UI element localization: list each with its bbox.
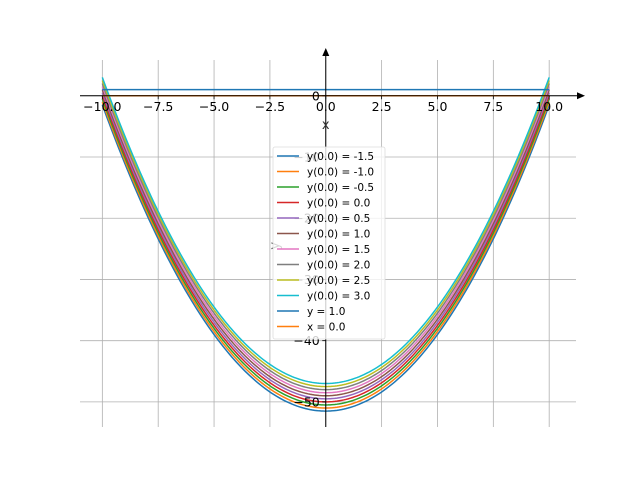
x-tick-label-3: −2.5 [255,99,285,114]
legend-label-4: y(0.0) = 0.5 [307,213,370,225]
x-tick-label-0: −10.0 [83,99,121,114]
legend-label-2: y(0.0) = -0.5 [307,182,374,194]
legend: y(0.0) = -1.5 y(0.0) = -1.0 y(0.0) = -0.5 y… [272,146,386,340]
y-tick-label-0: 0 [312,88,320,103]
x-tick-label-4: 0.0 [316,99,336,114]
x-tick-label-5: 2.5 [372,99,392,114]
legend-label-7: y(0.0) = 2.0 [307,260,370,272]
legend-label-8: y(0.0) = 2.5 [307,275,370,287]
legend-label-9: y(0.0) = 3.0 [307,291,370,303]
legend-label-10: y = 1.0 [307,306,345,318]
legend-box [272,146,386,340]
legend-label-6: y(0.0) = 1.5 [307,244,370,256]
legend-label-3: y(0.0) = 0.0 [307,198,370,210]
x-tick-label-7: 7.5 [483,99,503,114]
x-tick-label-8: 10.0 [535,99,563,114]
legend-label-0: y(0.0) = -1.5 [307,151,374,163]
x-axis-label: x [322,118,330,133]
x-axis-arrow [577,92,585,100]
x-tick-label-2: −5.0 [199,99,229,114]
x-tick-label-1: −7.5 [143,99,173,114]
legend-label-11: x = 0.0 [307,322,345,334]
y-axis-arrow [322,48,330,56]
legend-label-5: y(0.0) = 1.0 [307,229,370,241]
x-tick-label-6: 5.0 [428,99,448,114]
y-tick-label-5: −50 [293,394,319,409]
legend-label-1: y(0.0) = -1.0 [307,167,374,179]
